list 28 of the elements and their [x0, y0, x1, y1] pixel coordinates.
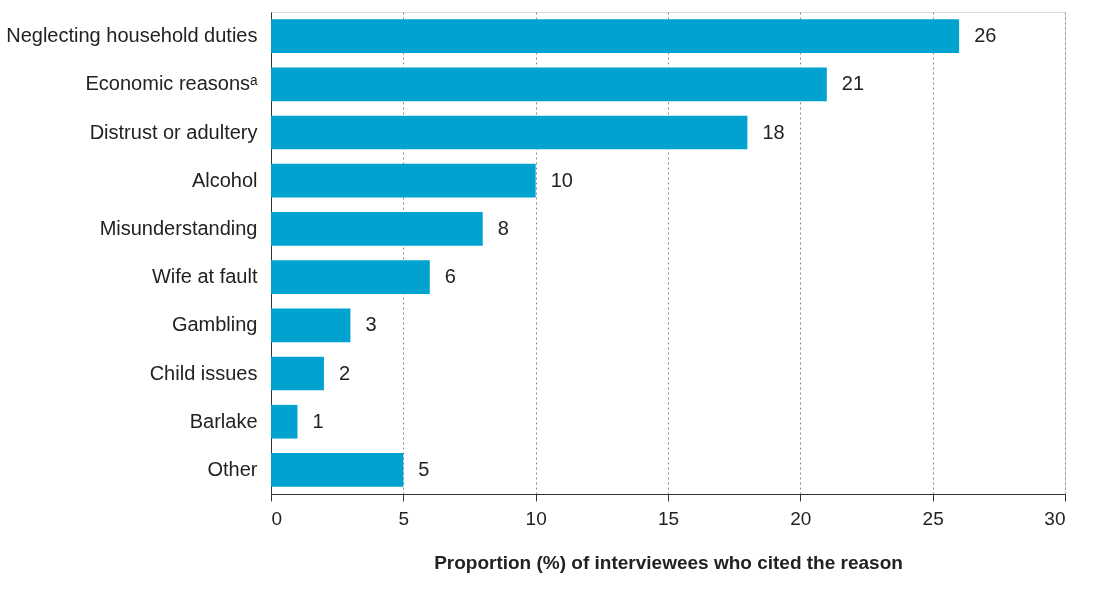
y-tick-label: Alcohol: [191, 168, 258, 191]
y-tick-label: Distrust or adultery: [89, 120, 258, 143]
data-label: 26: [974, 24, 997, 47]
x-tick-label: 25: [922, 507, 944, 529]
x-tick-label: 10: [525, 507, 547, 529]
x-tick-label: 30: [1044, 507, 1066, 529]
data-label: 6: [444, 265, 456, 288]
y-tick-label: Economic reasonsᵃ: [85, 72, 259, 95]
y-tick-label: Misunderstanding: [99, 216, 258, 239]
data-label: 5: [418, 457, 430, 480]
y-tick-label: Child issues: [149, 361, 258, 384]
y-tick-label: Other: [207, 457, 258, 480]
data-label: 1: [312, 409, 324, 432]
data-label: 8: [497, 216, 509, 239]
data-label: 3: [365, 313, 377, 336]
y-tick-label: Barlake: [189, 409, 258, 432]
y-tick-label: Gambling: [171, 313, 258, 336]
x-tick-label: 15: [657, 507, 680, 529]
y-tick-label: Wife at fault: [151, 265, 258, 288]
x-tick-label: 20: [790, 507, 812, 529]
y-tick-label: Neglecting household duties: [6, 24, 258, 47]
data-label: 10: [550, 168, 573, 191]
x-tick-label: 5: [398, 507, 410, 529]
x-axis-title: Proportion (%) of interviewees who cited the reason: [434, 551, 903, 573]
data-label: 2: [338, 361, 351, 384]
x-tick-label: 0: [271, 507, 283, 529]
data-label: 21: [841, 72, 865, 95]
data-label: 18: [762, 120, 785, 143]
